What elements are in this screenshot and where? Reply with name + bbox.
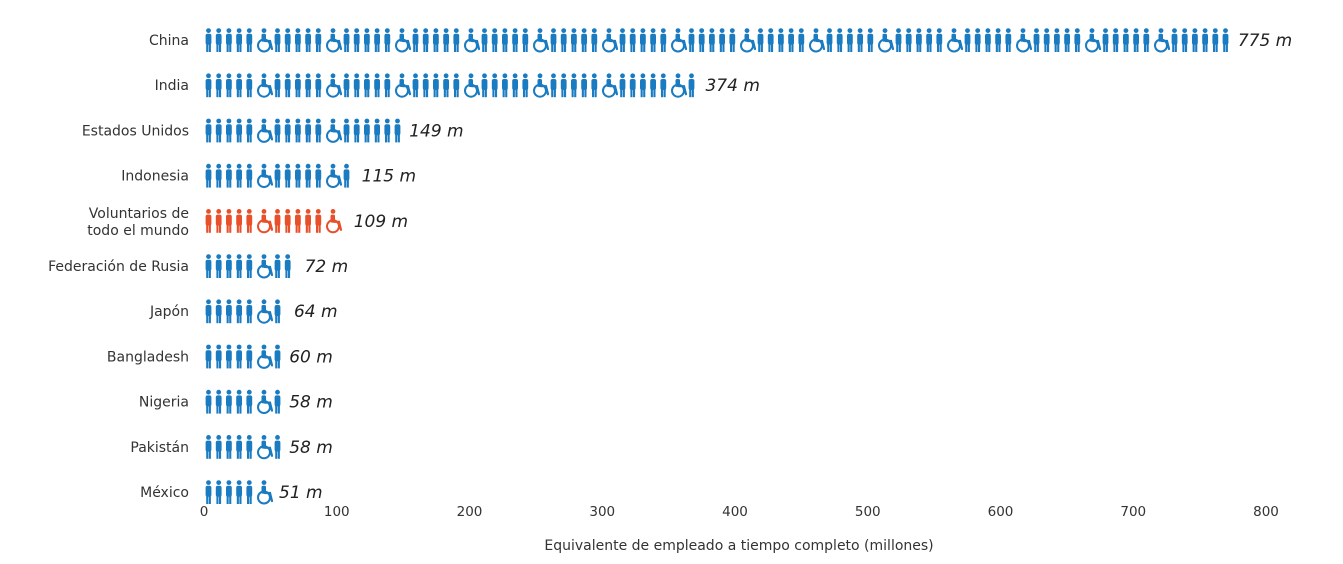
- x-axis-ticks: 0 100 200 300 400 500 600 700 800: [200, 504, 1279, 520]
- data-label: 115 m: [362, 167, 416, 187]
- bar: [205, 480, 274, 505]
- category-label: Japón: [149, 304, 189, 320]
- data-label: 775 m: [1238, 31, 1292, 51]
- data-label: 58 m: [289, 393, 333, 413]
- bar: [205, 435, 281, 460]
- bars-layer: [205, 28, 1229, 505]
- x-tick-label: 0: [200, 504, 209, 520]
- x-tick-label: 200: [457, 504, 483, 520]
- category-labels: China India Estados Unidos Indonesia Volunta…: [48, 33, 189, 501]
- data-label: 109 m: [354, 212, 408, 232]
- x-tick-label: 700: [1120, 504, 1146, 520]
- data-label: 64 m: [294, 302, 338, 322]
- x-tick-label: 800: [1253, 504, 1279, 520]
- bar: [205, 118, 401, 143]
- category-label: México: [140, 485, 189, 501]
- category-label: Indonesia: [121, 169, 189, 185]
- category-label: Federación de Rusia: [48, 259, 189, 275]
- category-label: Pakistán: [130, 440, 189, 456]
- x-axis-title: Equivalente de empleado a tiempo complet…: [544, 538, 933, 554]
- data-label: 51 m: [279, 483, 323, 503]
- category-label: Estados Unidos: [82, 123, 189, 139]
- value-labels: 775 m 374 m 149 m 115 m 109 m 72 m 64 m 60 m 58 …: [279, 31, 1292, 503]
- category-label: Nigeria: [139, 395, 189, 411]
- x-tick-label: 100: [324, 504, 350, 520]
- data-label: 58 m: [289, 438, 333, 458]
- data-label: 149 m: [409, 121, 463, 141]
- bar: [205, 209, 343, 234]
- bar: [205, 73, 695, 98]
- bar: [205, 254, 291, 279]
- category-label: Voluntarios de todo el mundo: [87, 206, 189, 239]
- x-tick-label: 600: [988, 504, 1014, 520]
- data-label: 60 m: [289, 347, 333, 367]
- category-label: China: [149, 33, 189, 49]
- bar: [205, 28, 1229, 53]
- bar: [205, 344, 281, 369]
- x-tick-label: 400: [722, 504, 748, 520]
- bar: [205, 299, 281, 324]
- data-label: 72 m: [305, 257, 349, 277]
- bar: [205, 163, 350, 189]
- category-label: Bangladesh: [107, 349, 189, 365]
- category-label: India: [155, 78, 189, 94]
- x-tick-label: 300: [589, 504, 615, 520]
- data-label: 374 m: [705, 76, 759, 96]
- bar: [205, 389, 281, 415]
- x-tick-label: 500: [855, 504, 881, 520]
